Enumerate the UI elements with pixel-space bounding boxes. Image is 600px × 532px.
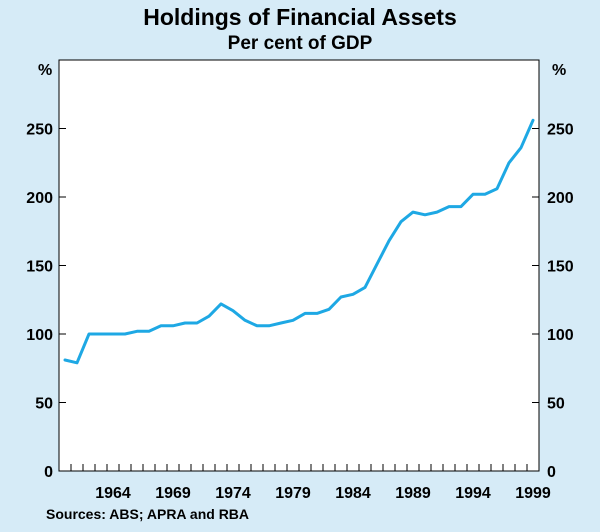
x-tick-label-1979: 1979 bbox=[275, 485, 311, 502]
x-tick-label-1999: 1999 bbox=[515, 485, 551, 502]
y-tick-label-right-150: 150 bbox=[547, 259, 574, 276]
chart-subtitle: Per cent of GDP bbox=[227, 33, 373, 54]
plot-area bbox=[58, 59, 540, 472]
y-tick-label-left-0: 0 bbox=[44, 464, 53, 481]
x-tick-label-1969: 1969 bbox=[155, 485, 191, 502]
right-axis-unit: % bbox=[552, 62, 567, 79]
y-tick-label-right-200: 200 bbox=[547, 190, 574, 207]
left-axis-unit: % bbox=[38, 62, 53, 79]
chart-title: Holdings of Financial Assets bbox=[143, 4, 457, 30]
x-tick-label-1989: 1989 bbox=[395, 485, 431, 502]
series-line-0 bbox=[63, 118, 535, 365]
y-tick-label-right-100: 100 bbox=[547, 327, 574, 344]
y-tick-label-right-250: 250 bbox=[547, 122, 574, 139]
x-tick-label-1974: 1974 bbox=[215, 485, 251, 502]
x-tick-label-1964: 1964 bbox=[95, 485, 131, 502]
y-tick-label-left-150: 150 bbox=[26, 259, 53, 276]
y-tick-label-left-250: 250 bbox=[26, 122, 53, 139]
y-tick-label-left-100: 100 bbox=[26, 327, 53, 344]
source-note: Sources: ABS; APRA and RBA bbox=[46, 506, 250, 522]
x-tick-label-1984: 1984 bbox=[335, 485, 371, 502]
y-tick-label-left-50: 50 bbox=[35, 396, 53, 413]
y-tick-label-left-200: 200 bbox=[26, 190, 53, 207]
y-tick-label-right-50: 50 bbox=[547, 396, 565, 413]
y-tick-label-right-0: 0 bbox=[547, 464, 556, 481]
x-tick-label-1994: 1994 bbox=[455, 485, 491, 502]
